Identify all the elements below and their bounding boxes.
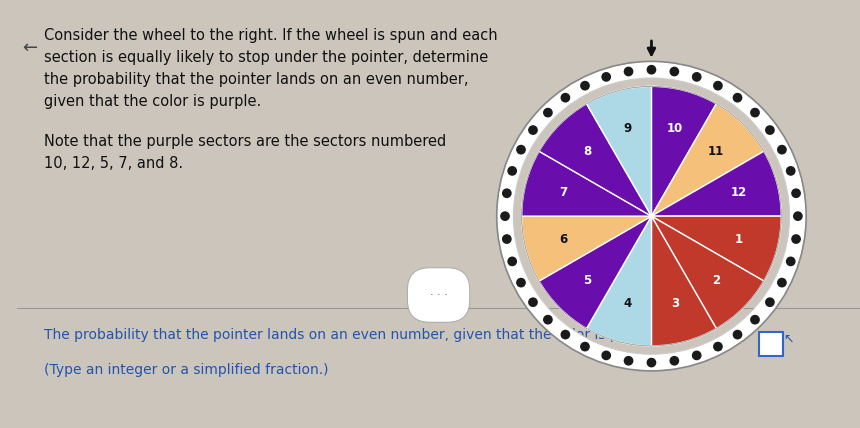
Circle shape xyxy=(734,330,741,339)
Circle shape xyxy=(508,167,516,175)
Circle shape xyxy=(602,73,611,81)
Text: 10, 12, 5, 7, and 8.: 10, 12, 5, 7, and 8. xyxy=(44,156,182,171)
Text: (Type an integer or a simplified fraction.): (Type an integer or a simplified fractio… xyxy=(44,363,329,377)
Wedge shape xyxy=(652,216,781,281)
Circle shape xyxy=(544,315,552,324)
Text: 3: 3 xyxy=(671,297,679,310)
Wedge shape xyxy=(652,151,781,216)
Circle shape xyxy=(517,279,525,287)
Circle shape xyxy=(787,167,795,175)
Circle shape xyxy=(692,351,701,360)
Circle shape xyxy=(648,65,655,74)
FancyBboxPatch shape xyxy=(759,332,783,356)
Text: 8: 8 xyxy=(583,146,592,158)
Circle shape xyxy=(692,73,701,81)
Text: 12: 12 xyxy=(731,186,747,199)
Circle shape xyxy=(765,298,774,306)
Wedge shape xyxy=(652,216,716,346)
Text: 2: 2 xyxy=(711,274,720,287)
Text: ←: ← xyxy=(22,39,38,57)
Circle shape xyxy=(734,94,741,102)
Circle shape xyxy=(751,108,759,117)
Text: Consider the wheel to the right. If the wheel is spun and each: Consider the wheel to the right. If the … xyxy=(44,28,497,43)
Text: 5: 5 xyxy=(583,274,592,287)
Text: given that the color is purple.: given that the color is purple. xyxy=(44,94,261,109)
Circle shape xyxy=(714,81,722,90)
Circle shape xyxy=(648,358,655,367)
Text: Note that the purple sectors are the sectors numbered: Note that the purple sectors are the sec… xyxy=(44,134,445,149)
Wedge shape xyxy=(522,216,652,281)
Circle shape xyxy=(624,67,633,76)
Text: 9: 9 xyxy=(624,122,632,135)
Circle shape xyxy=(508,257,516,265)
Circle shape xyxy=(792,189,801,197)
Circle shape xyxy=(517,146,525,154)
Text: · · ·: · · · xyxy=(430,290,447,300)
Wedge shape xyxy=(652,216,764,329)
Text: section is equally likely to stop under the pointer, determine: section is equally likely to stop under … xyxy=(44,50,488,65)
Text: ↖: ↖ xyxy=(783,333,794,346)
Circle shape xyxy=(529,126,538,134)
Wedge shape xyxy=(539,216,652,329)
Text: the probability that the pointer lands on an even number,: the probability that the pointer lands o… xyxy=(44,72,468,87)
Text: 11: 11 xyxy=(708,146,724,158)
Text: 10: 10 xyxy=(666,122,683,135)
Circle shape xyxy=(501,212,509,220)
Text: 6: 6 xyxy=(560,233,568,246)
Circle shape xyxy=(777,279,786,287)
Circle shape xyxy=(562,330,569,339)
Wedge shape xyxy=(522,151,652,216)
Circle shape xyxy=(529,298,538,306)
Circle shape xyxy=(765,126,774,134)
Circle shape xyxy=(602,351,611,360)
Text: 7: 7 xyxy=(560,186,568,199)
Wedge shape xyxy=(587,86,652,216)
Circle shape xyxy=(751,315,759,324)
Circle shape xyxy=(670,357,679,365)
Text: 4: 4 xyxy=(624,297,632,310)
Circle shape xyxy=(792,235,801,243)
Wedge shape xyxy=(652,86,716,216)
Wedge shape xyxy=(539,104,652,216)
Wedge shape xyxy=(587,216,652,346)
Circle shape xyxy=(777,146,786,154)
Text: 1: 1 xyxy=(735,233,743,246)
Circle shape xyxy=(670,67,679,76)
Wedge shape xyxy=(652,104,764,216)
Circle shape xyxy=(502,235,511,243)
Wedge shape xyxy=(497,61,806,371)
Circle shape xyxy=(544,108,552,117)
Circle shape xyxy=(580,81,589,90)
Circle shape xyxy=(624,357,633,365)
Circle shape xyxy=(580,342,589,351)
Circle shape xyxy=(502,189,511,197)
Circle shape xyxy=(714,342,722,351)
Text: The probability that the pointer lands on an even number, given that the color i: The probability that the pointer lands o… xyxy=(44,328,674,342)
Circle shape xyxy=(787,257,795,265)
Circle shape xyxy=(794,212,802,220)
Circle shape xyxy=(562,94,569,102)
